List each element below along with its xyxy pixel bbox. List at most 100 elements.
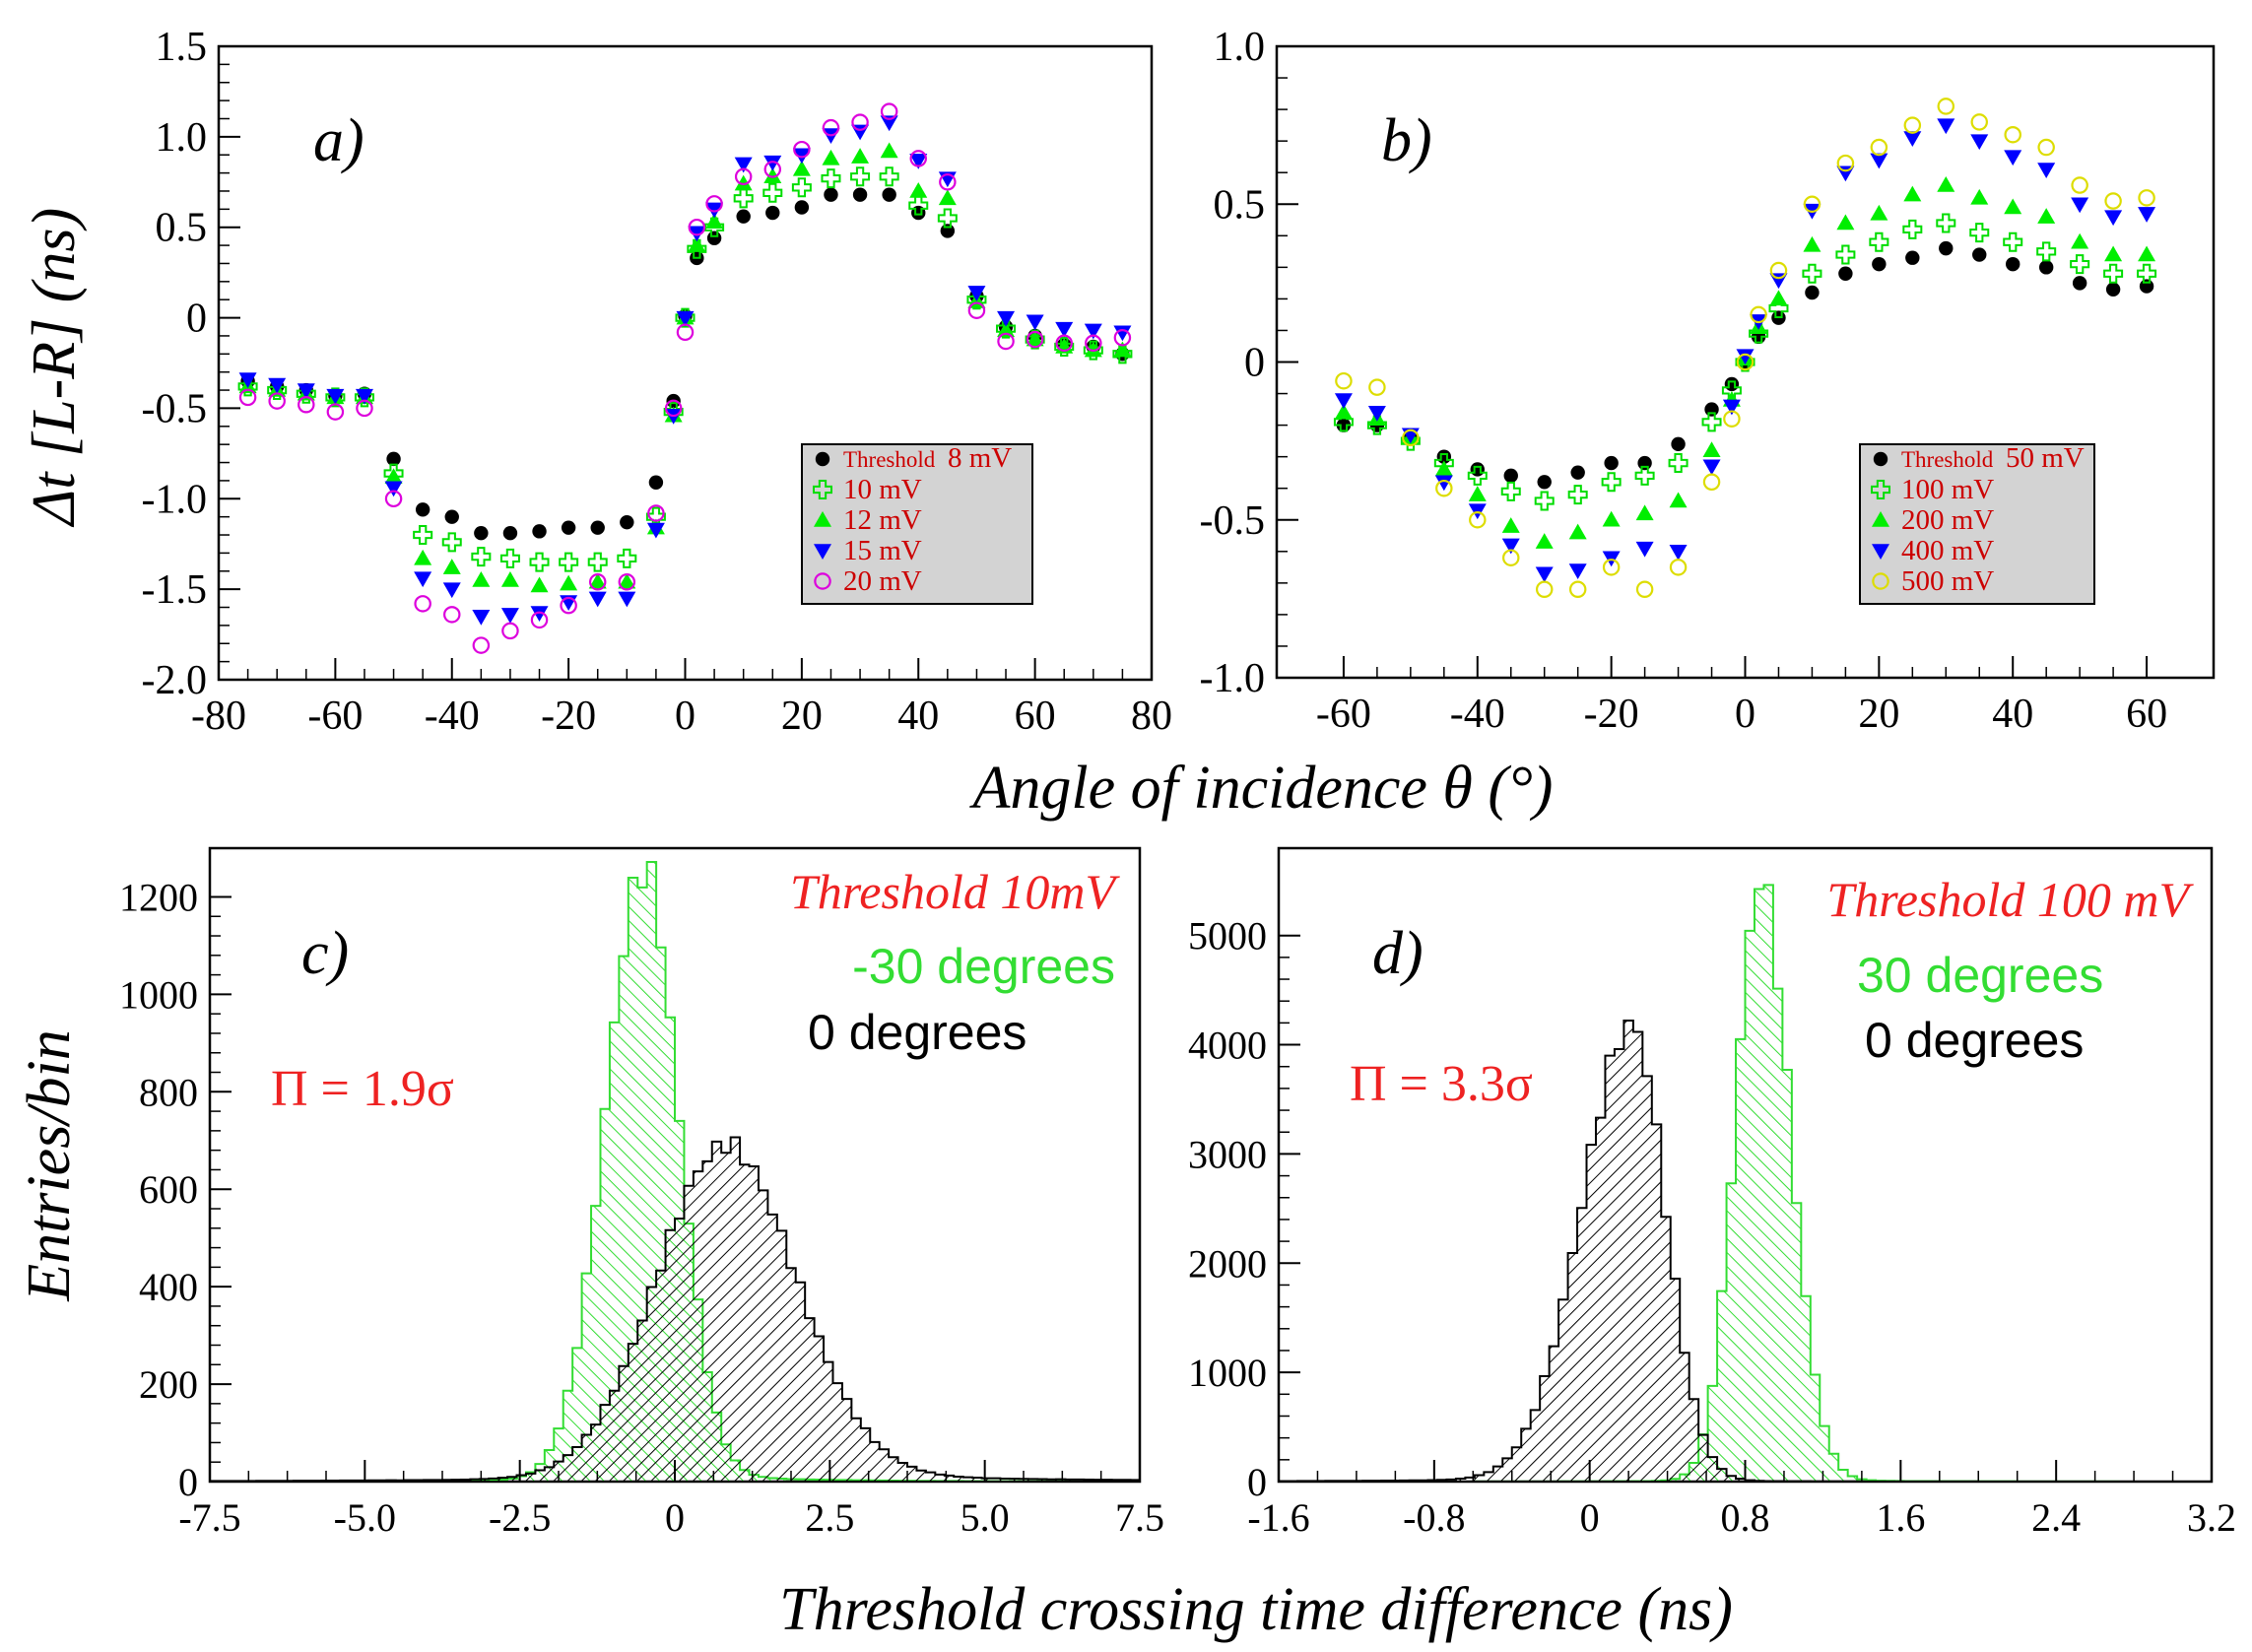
panel-b-point [2037, 138, 2055, 157]
panel-b-legend-marker [1872, 544, 1889, 560]
panel-b-legend-marker [1872, 572, 1889, 590]
3-x-tick-label: -1.6 [1247, 1495, 1309, 1540]
panel-b-point [2105, 282, 2121, 297]
panel-b-label: b) [1381, 107, 1432, 174]
panel-a-point [1084, 341, 1102, 358]
panel-a-point [529, 552, 550, 572]
panel-b-point [1769, 261, 1788, 280]
panel-a-point [791, 177, 812, 198]
panel-a-legend-box [801, 443, 1033, 605]
panel-a-point [472, 636, 491, 654]
panel-a-point [822, 149, 840, 165]
panel-b-point [1535, 533, 1554, 549]
1-x-tick-label: 0 [1735, 692, 1755, 737]
1-x-tick-label: 40 [1992, 692, 2033, 737]
panel-b-point [1635, 541, 1654, 558]
panel-a-point [734, 174, 753, 191]
panel-b-point [2003, 231, 2023, 252]
panel-a-point [822, 118, 840, 137]
panel-a-point [705, 195, 723, 213]
panel-b-point [1969, 223, 1990, 243]
panel-b-point [1870, 138, 1888, 157]
panel-a-point [880, 142, 898, 159]
panel-b-point [1803, 195, 1821, 214]
panel-a-point [442, 582, 461, 599]
3-x-tick-label: 3.2 [2187, 1495, 2236, 1540]
panel-a-point [500, 570, 519, 587]
panel-b-point [2070, 254, 2090, 275]
2-y-tick-label: 600 [139, 1167, 198, 1212]
panel-b-point [1567, 485, 1588, 505]
0-x-tick-label: -40 [425, 694, 480, 739]
3-y-tick-label: 0 [1247, 1460, 1267, 1504]
panel-b-legend-title: Threshold [1901, 447, 1994, 472]
panel-c-histograms [209, 860, 1141, 1483]
panel-b-point [1805, 285, 1820, 300]
panel-b-point [1903, 131, 1922, 147]
panel-b-point [1835, 244, 1856, 265]
panel-b-legend-label: 400 mV [1901, 535, 1994, 566]
3-x-tick-label: -0.8 [1403, 1495, 1465, 1540]
panel-a-point [734, 157, 753, 173]
panel-b-point [1537, 475, 1552, 490]
panel-a-point [326, 388, 345, 405]
0-x-tick-label: 60 [1015, 694, 1056, 739]
panel-b-point [1803, 235, 1821, 252]
panel-a-point [648, 475, 664, 490]
panel-a-point [499, 548, 520, 568]
3-y-tick-label: 3000 [1188, 1132, 1267, 1176]
panel-b-point [1736, 353, 1755, 371]
panel-a-point [879, 166, 899, 187]
3-y-tick-label: 4000 [1188, 1024, 1267, 1068]
panel-b-point [1501, 517, 1520, 533]
panel-b-point [1972, 247, 1987, 262]
2-y-tick-label: 400 [139, 1265, 198, 1309]
panel-c: -7.5 -5.0 -2.5 0 2.5 5.0 7.5 0 200 400 600 800 1000 1… [119, 846, 1164, 1540]
panel-b-points [1333, 98, 2157, 599]
panel-a-point [384, 481, 403, 497]
panel-a-point [880, 115, 898, 132]
panel-a-point [763, 155, 782, 171]
panel-a-point [530, 611, 549, 629]
panel-a-point [386, 451, 401, 467]
1-x-tick-label: -60 [1316, 692, 1371, 737]
0-x-tick-label: 0 [675, 694, 695, 739]
panel-b-point [1836, 214, 1855, 231]
panel-a-point [676, 310, 695, 327]
3-x-tick-label: 0.8 [1721, 1495, 1770, 1540]
panel-a-point [1113, 329, 1132, 347]
panel-a-point [996, 318, 1017, 339]
2-x-tick-label: 0 [665, 1495, 685, 1540]
panel-a-point [882, 187, 896, 202]
panel-a-point [967, 301, 986, 319]
0-y-tick-label: -0.5 [142, 386, 208, 431]
panel-a-point [414, 595, 431, 613]
panel-b-point [1535, 566, 1554, 583]
panel-b-point [1702, 459, 1721, 476]
panel-b-point [1501, 549, 1520, 566]
panel-b-point [1702, 441, 1721, 457]
panel-a-point [793, 140, 811, 159]
panel-b-point [1970, 113, 1988, 131]
panel-b-point [2138, 245, 2156, 262]
panel-a-point [560, 574, 578, 591]
1-y-tick-label: -0.5 [1200, 498, 1266, 544]
panel-b-point [1724, 376, 1740, 392]
panel-d-axes: -1.6 -0.8 0 0.8 1.6 2.4 3.2 0 1000 2000 3000 4000 50… [1188, 914, 2236, 1540]
panel-b-point [2004, 198, 2022, 215]
panel-d-histogram-black [1278, 1019, 2213, 1483]
panel-b-point [1435, 479, 1453, 497]
panel-b-point [1937, 98, 1955, 115]
panel-b-point [2071, 176, 2088, 194]
panel-b-legend-marker [1873, 451, 1888, 467]
panel-a-point [414, 549, 432, 565]
panel-b-point [1802, 263, 1822, 284]
panel-b-point [1769, 290, 1788, 306]
panel-b-point [1570, 465, 1585, 480]
3-x-tick-label: 0 [1580, 1495, 1600, 1540]
panel-b-point [1937, 176, 1955, 192]
panel-a-point [238, 388, 257, 407]
panel-b-legend-box [1859, 443, 2095, 605]
